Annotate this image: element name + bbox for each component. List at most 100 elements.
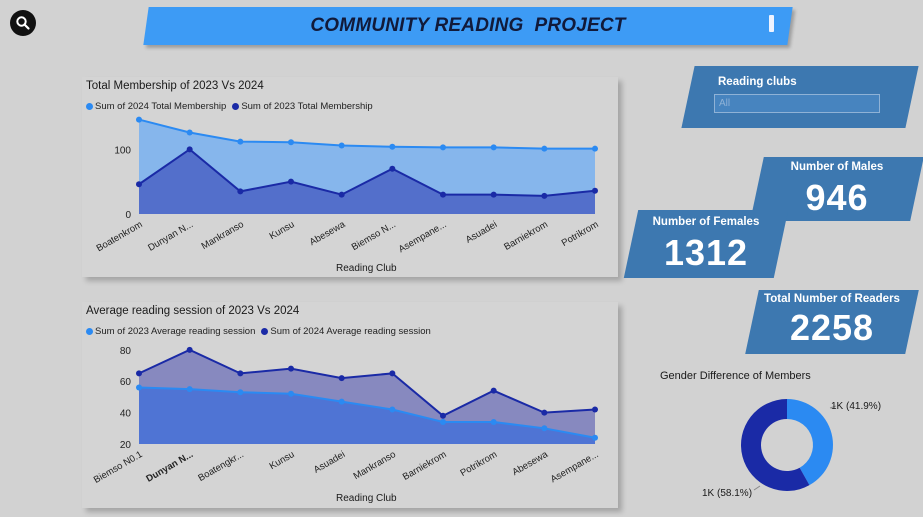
data-point: [338, 398, 345, 405]
data-point: [186, 129, 193, 136]
x-tick-label: Abesewa: [510, 449, 550, 478]
data-point: [136, 370, 142, 377]
x-tick-label: Asuadei: [464, 219, 499, 246]
avg-reading-session-chart[interactable]: Average reading session of 2023 Vs 2024 …: [82, 302, 618, 508]
search-button[interactable]: [10, 10, 36, 36]
data-point: [490, 387, 497, 394]
x-tick-label: Kunsu: [268, 219, 297, 242]
data-point: [541, 409, 548, 416]
data-point: [592, 187, 598, 194]
x-tick-label: Biemso N0.1: [92, 449, 145, 486]
x-tick-label: Abesewa: [308, 219, 348, 248]
x-tick-label: Boatenkrom: [95, 219, 145, 254]
donut-label-male: 1K (58.1%): [702, 488, 753, 499]
data-point: [237, 389, 244, 396]
series-area: [139, 387, 595, 444]
series-line: [138, 118, 595, 150]
kpi-total-card: Total Number of Readers 2258: [745, 290, 919, 354]
x-tick-label: Kunsu: [268, 449, 297, 472]
legend-item[interactable]: Sum of 2023 Total Membership: [232, 101, 373, 112]
donut-label-female: 1K (41.9%): [831, 401, 882, 412]
data-point: [592, 434, 598, 441]
y-tick-label: 0: [125, 210, 131, 221]
kpi-males-card: Number of Males 946: [750, 157, 923, 221]
x-tick-label: Asempane...: [549, 449, 601, 485]
x-tick-label: Mankranso: [200, 219, 246, 252]
data-point: [186, 146, 193, 153]
x-tick-label: Boatengkr...: [196, 449, 245, 484]
kpi-total-label: Total Number of Readers: [764, 293, 900, 305]
x-tick-label: Asuadei: [312, 449, 347, 476]
slicer-label: Reading clubs: [718, 76, 797, 88]
kpi-females-value: 1312: [663, 232, 749, 273]
page-title: COMMUNITY READING PROJECT: [310, 15, 626, 36]
chart-title: Total Membership of 2023 Vs 2024: [86, 80, 264, 92]
x-tick-label: Potrikrom: [560, 219, 601, 249]
data-point: [186, 386, 193, 393]
legend-item[interactable]: Sum of 2024 Total Membership: [86, 101, 226, 112]
data-point: [288, 390, 294, 397]
data-point: [136, 116, 142, 123]
x-axis-title: Reading Club: [336, 263, 397, 274]
kpi-males-label: Number of Males: [790, 161, 884, 173]
data-point: [389, 406, 396, 413]
x-tick-label: Barniekrom: [502, 219, 550, 253]
donut-chart-title: Gender Difference of Members: [660, 370, 811, 382]
data-point: [440, 412, 446, 419]
kpi-males-value: 946: [805, 177, 869, 218]
x-tick-label: Potrikrom: [458, 449, 499, 479]
data-point: [136, 384, 142, 391]
x-tick-label: Barniekrom: [401, 449, 449, 483]
data-point: [389, 165, 396, 172]
series-line: [138, 148, 596, 197]
y-tick-label: 80: [120, 346, 132, 357]
reading-clubs-dropdown[interactable]: All: [714, 94, 880, 113]
donut-slice: [741, 399, 810, 491]
data-point: [440, 419, 446, 426]
data-point: [338, 375, 345, 382]
data-point: [440, 144, 446, 151]
donut-slice: [787, 399, 833, 486]
data-point: [541, 192, 548, 199]
data-point: [592, 406, 598, 413]
chart-title: Average reading session of 2023 Vs 2024: [86, 305, 300, 317]
chart-plot[interactable]: 20 40 60 80 Biemso N0.1 Dunyan N... Boatengkr.…: [82, 302, 618, 508]
data-point: [237, 188, 244, 195]
x-tick-label: Dunyan N...: [146, 219, 195, 254]
legend-item[interactable]: Sum of 2023 Average reading session: [86, 326, 255, 337]
data-point: [338, 142, 345, 149]
chart-legend: Sum of 2023 Average reading session Sum …: [86, 326, 431, 337]
x-tick-label: Mankranso: [352, 449, 398, 482]
data-point: [288, 178, 294, 185]
data-point: [490, 144, 497, 151]
data-point: [237, 138, 244, 145]
leader-line: [829, 405, 837, 409]
gender-donut-chart[interactable]: [720, 390, 920, 510]
y-tick-label: 20: [120, 440, 132, 451]
data-point: [440, 191, 446, 198]
data-point: [136, 181, 142, 188]
x-tick-label: Biemso N...: [350, 219, 398, 253]
y-tick-label: 100: [114, 145, 131, 156]
data-point: [288, 365, 294, 372]
leader-line: [753, 485, 761, 491]
data-point: [541, 425, 548, 432]
data-point: [288, 139, 294, 146]
kpi-females-card: Number of Females 1312: [623, 210, 789, 278]
data-point: [541, 145, 548, 152]
total-membership-chart[interactable]: Total Membership of 2023 Vs 2024 Sum of …: [82, 77, 618, 277]
legend-item[interactable]: Sum of 2024 Average reading session: [261, 326, 431, 337]
kpi-females-label: Number of Females: [652, 216, 760, 228]
banner-bar-icon: [769, 15, 774, 32]
series-line: [138, 348, 596, 417]
data-point: [389, 143, 396, 150]
chart-plot[interactable]: 0 100 Boatenkrom Dunyan N... Mankranso Kunsu A…: [82, 77, 618, 277]
data-point: [237, 370, 244, 377]
search-icon: [16, 16, 30, 30]
title-banner: COMMUNITY READING PROJECT: [143, 7, 793, 45]
data-point: [592, 145, 598, 152]
data-point: [490, 419, 497, 426]
data-point: [389, 370, 396, 377]
series-line: [138, 386, 596, 439]
x-tick-label: Dunyan N...: [144, 449, 195, 485]
